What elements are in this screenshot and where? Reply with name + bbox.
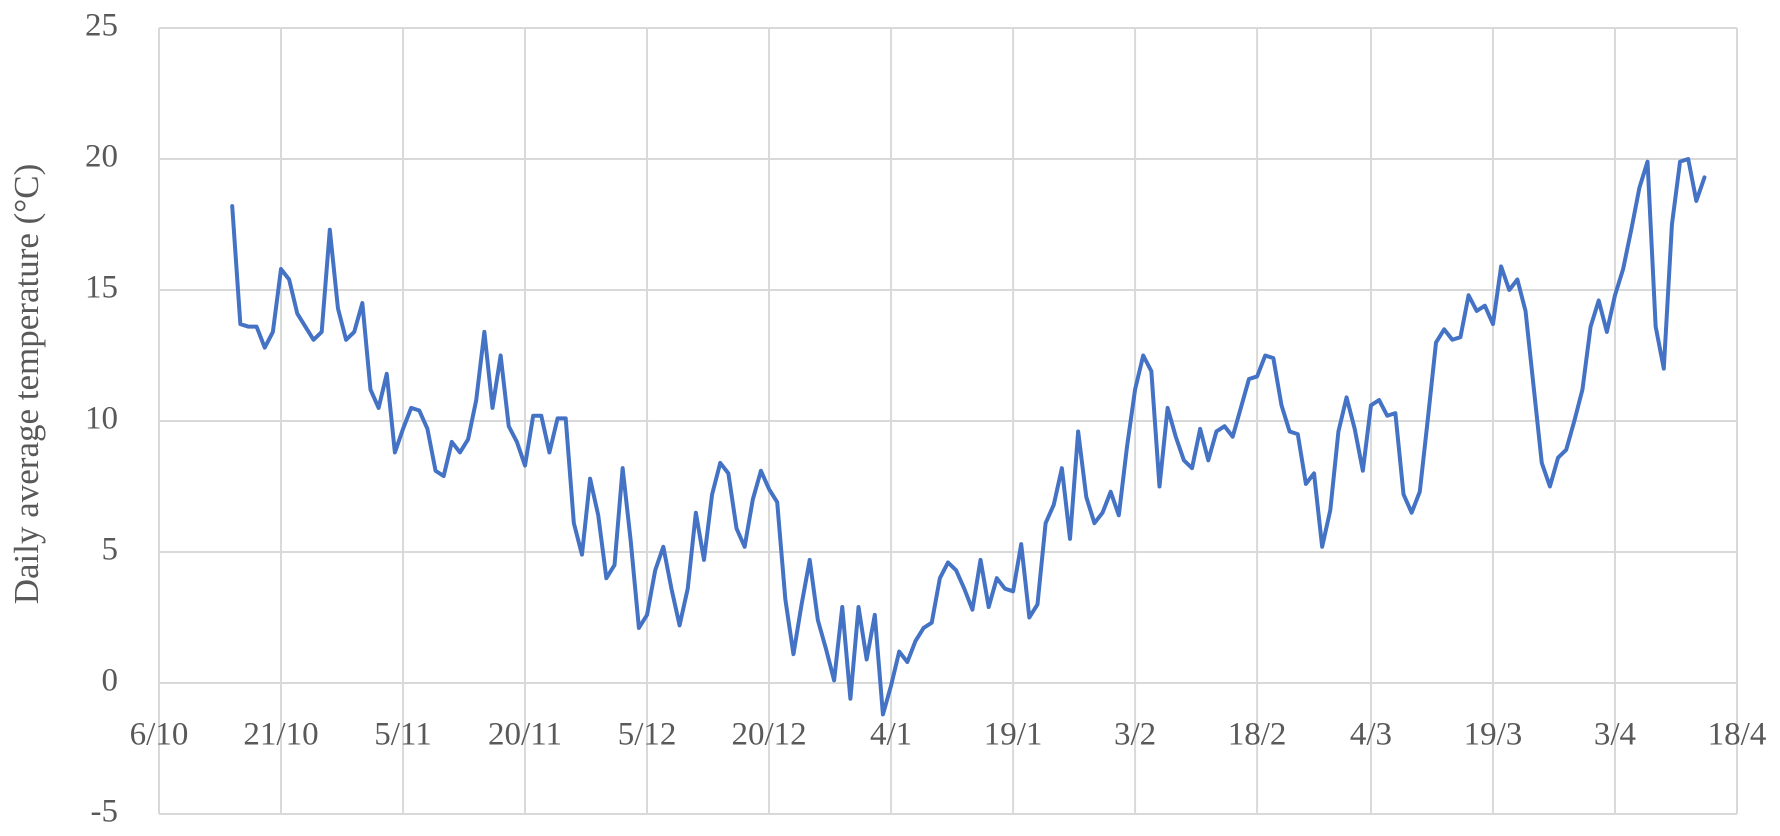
x-tick-label: 20/12 bbox=[731, 717, 806, 753]
x-tick-label: 3/4 bbox=[1594, 717, 1636, 753]
y-tick-label: 10 bbox=[85, 401, 118, 437]
x-tick-label: 4/3 bbox=[1350, 717, 1392, 753]
x-tick-label: 6/10 bbox=[130, 717, 189, 753]
x-tick-label: 18/4 bbox=[1708, 717, 1767, 753]
y-tick-label: 5 bbox=[102, 532, 119, 568]
y-tick-label: 0 bbox=[102, 663, 119, 699]
x-tick-label: 3/2 bbox=[1114, 717, 1156, 753]
x-tick-label: 4/1 bbox=[870, 717, 912, 753]
y-tick-label: 15 bbox=[85, 270, 118, 306]
x-tick-label: 20/11 bbox=[488, 717, 562, 753]
x-tick-label: 19/3 bbox=[1464, 717, 1523, 753]
x-tick-label: 21/10 bbox=[243, 717, 318, 753]
data-line bbox=[230, 157, 1707, 717]
x-tick-label: 5/11 bbox=[374, 717, 431, 753]
y-tick-label: 20 bbox=[85, 139, 118, 175]
y-axis-label: Daily average temperature (°C) bbox=[7, 164, 46, 605]
y-tick-label: -5 bbox=[91, 794, 119, 830]
x-tick-label: 18/2 bbox=[1228, 717, 1287, 753]
y-tick-label: 25 bbox=[85, 8, 118, 44]
x-tick-label: 5/12 bbox=[618, 717, 677, 753]
x-tick-label: 19/1 bbox=[984, 717, 1043, 753]
